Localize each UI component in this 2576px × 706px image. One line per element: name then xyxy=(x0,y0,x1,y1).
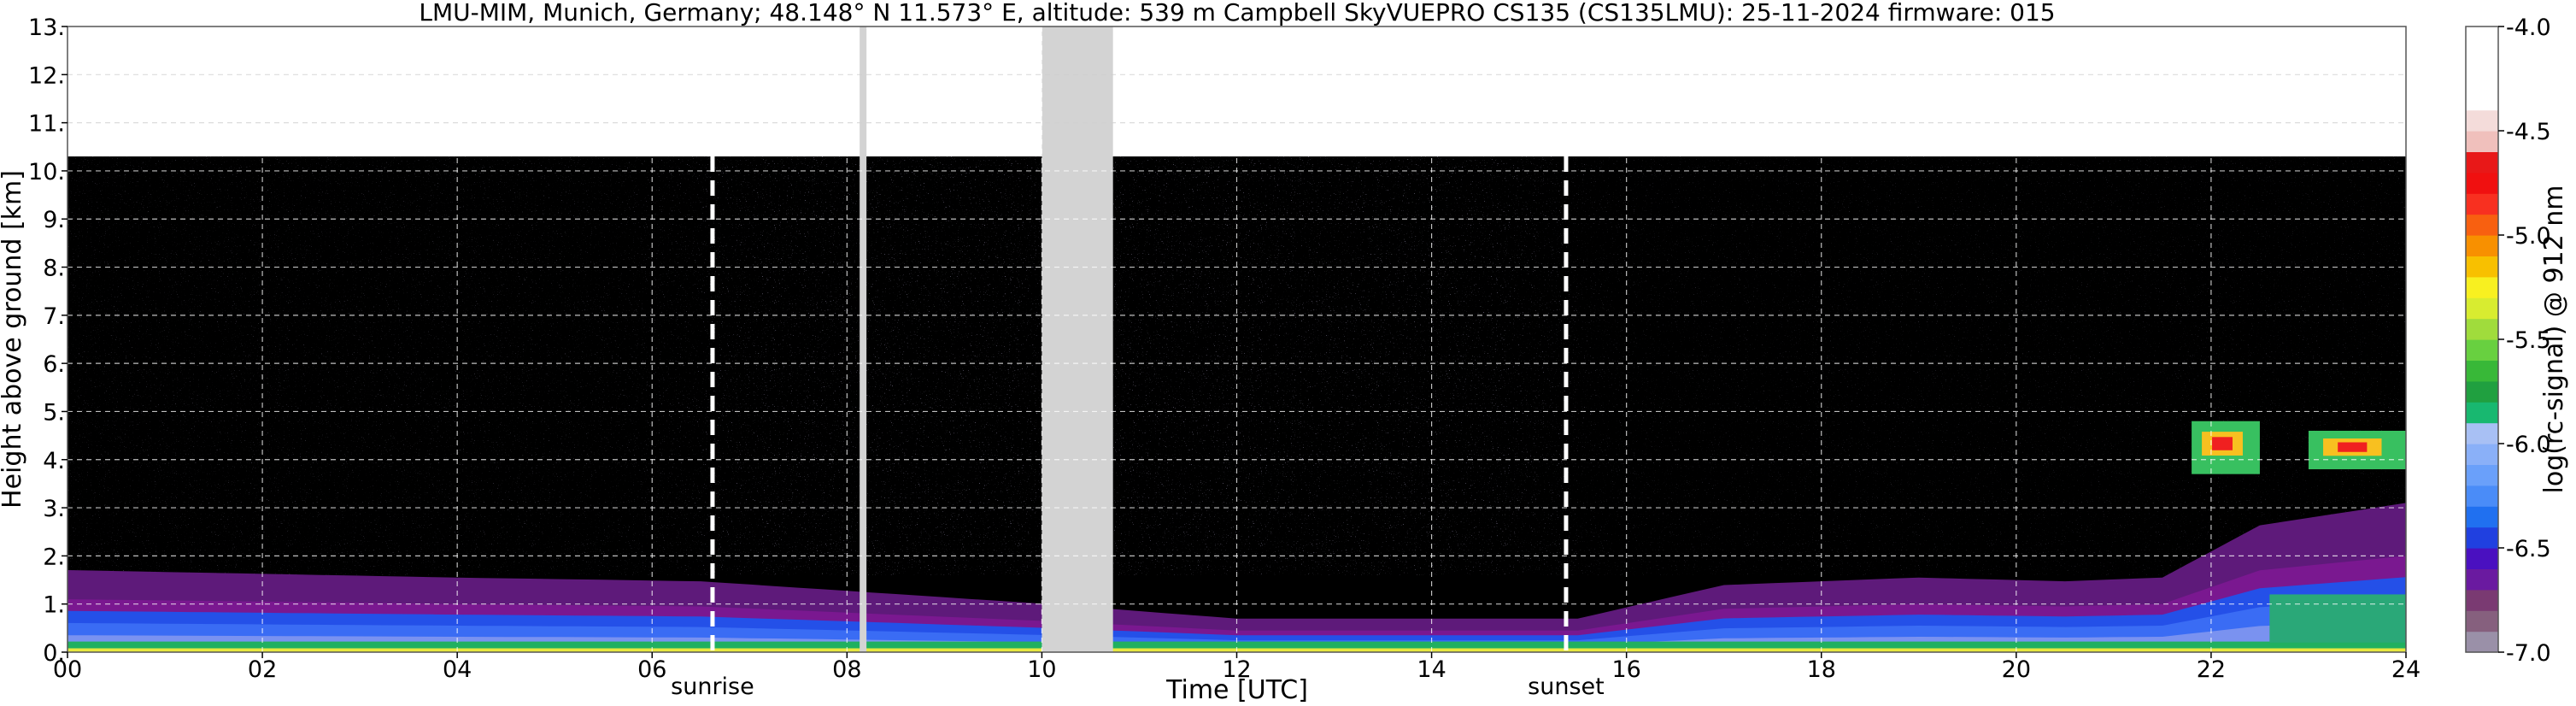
colorbar-swatch xyxy=(2466,422,2498,444)
figure-title: LMU-MIM, Munich, Germany; 48.148° N 11.5… xyxy=(419,0,2055,26)
y-tick-label: 12. xyxy=(28,62,65,89)
colorbar-swatch xyxy=(2466,402,2498,424)
colorbar-swatch xyxy=(2466,339,2498,361)
data-gap-2 xyxy=(1042,26,1113,652)
evening-low-layer xyxy=(2269,594,2406,643)
colorbar-tick-label: -6.0 xyxy=(2506,432,2551,458)
colorbar-tick-label: -4.0 xyxy=(2506,15,2551,41)
colorbar-swatch xyxy=(2466,297,2498,320)
x-axis: 00 02 04 06 08 10 12 14 16 18 20 22 24 xyxy=(53,652,2421,683)
y-tick-label: 8. xyxy=(43,256,65,282)
colorbar-swatch xyxy=(2466,589,2498,611)
colorbar-swatch xyxy=(2466,214,2498,236)
cloud-peak-2 xyxy=(2338,442,2368,452)
colorbar-swatch xyxy=(2466,360,2498,382)
x-tick-label: 00 xyxy=(53,656,82,683)
sunset-label: sunset xyxy=(1528,674,1605,700)
x-tick-label: 06 xyxy=(637,656,666,683)
x-tick-label: 14 xyxy=(1417,656,1446,683)
colorbar-swatch xyxy=(2466,506,2498,528)
cloud-peak-1 xyxy=(2212,437,2233,450)
colorbar-tick-label: -4.5 xyxy=(2506,119,2551,145)
colorbar-swatch xyxy=(2466,548,2498,569)
colorbar-swatch xyxy=(2466,527,2498,549)
colorbar-swatch xyxy=(2466,89,2498,111)
data-gaps xyxy=(860,26,1113,652)
colorbar-swatch xyxy=(2466,256,2498,278)
colorbar-swatch xyxy=(2466,276,2498,298)
colorbar-swatch xyxy=(2466,485,2498,507)
y-tick-label: 1. xyxy=(43,592,65,619)
y-tick-label: 0. xyxy=(43,640,65,667)
colorbar-tick-label: -7.0 xyxy=(2506,640,2551,667)
colorbar-swatch xyxy=(2466,172,2498,194)
colorbar-swatch xyxy=(2466,131,2498,152)
y-tick-label: 10. xyxy=(28,159,65,185)
colorbar-swatch xyxy=(2466,235,2498,256)
grid xyxy=(67,26,2406,652)
x-tick-label: 16 xyxy=(1611,656,1640,683)
colorbar-swatch xyxy=(2466,464,2498,486)
colorbar-tick-label: -6.5 xyxy=(2506,536,2551,562)
colorbar-swatch xyxy=(2466,47,2498,69)
x-tick-label: 24 xyxy=(2391,656,2421,683)
colorbar-swatch xyxy=(2466,380,2498,403)
x-tick-label: 18 xyxy=(1807,656,1836,683)
colorbar-swatch xyxy=(2466,26,2498,48)
y-axis-label: Height above ground [km] xyxy=(0,170,27,509)
y-axis: 0. 1. 2. 3. 4. 5. 6. 7. 8. 9. 10. 11. 12. 13. xyxy=(28,15,67,667)
colorbar-swatch xyxy=(2466,444,2498,465)
colorbar-swatch xyxy=(2466,109,2498,132)
surface-layer-green xyxy=(67,641,2406,649)
colorbar-swatch xyxy=(2466,68,2498,90)
colorbar-tick-label: -5.0 xyxy=(2506,223,2551,250)
colorbar-swatch xyxy=(2466,568,2498,591)
cloud-layers xyxy=(2192,421,2406,474)
x-axis-label: Time [UTC] xyxy=(1165,675,1308,705)
colorbar-swatch xyxy=(2466,193,2498,215)
colorbar-swatch xyxy=(2466,318,2498,340)
colorbar xyxy=(2465,26,2499,653)
y-tick-label: 13. xyxy=(28,15,65,41)
colorbar-label: log(rc-signal) @ 912 nm xyxy=(2539,185,2569,494)
y-tick-label: 6. xyxy=(43,351,65,378)
y-tick-label: 7. xyxy=(43,303,65,330)
x-tick-label: 10 xyxy=(1027,656,1056,683)
y-tick-label: 9. xyxy=(43,207,65,233)
colorbar-swatch xyxy=(2466,631,2498,653)
x-tick-label: 12 xyxy=(1222,656,1251,683)
x-tick-label: 20 xyxy=(2002,656,2031,683)
y-tick-label: 2. xyxy=(43,544,65,570)
x-tick-label: 08 xyxy=(832,656,861,683)
y-tick-label: 3. xyxy=(43,496,65,522)
colorbar-swatch xyxy=(2466,610,2498,632)
colorbar-tick-label: -5.5 xyxy=(2506,327,2551,354)
colorbar-swatch xyxy=(2466,151,2498,174)
y-tick-label: 5. xyxy=(43,399,65,426)
x-tick-label: 02 xyxy=(248,656,277,683)
data-gap-1 xyxy=(860,26,867,652)
x-tick-label: 04 xyxy=(443,656,472,683)
y-tick-label: 11. xyxy=(28,111,65,138)
colorbar-ticks: -7.0 -6.5 -6.0 -5.5 -5.0 -4.5 -4.0 xyxy=(2498,15,2551,667)
plot-area xyxy=(67,26,2406,652)
sunrise-label: sunrise xyxy=(671,674,754,700)
x-tick-label: 22 xyxy=(2197,656,2226,683)
y-tick-label: 4. xyxy=(43,448,65,474)
